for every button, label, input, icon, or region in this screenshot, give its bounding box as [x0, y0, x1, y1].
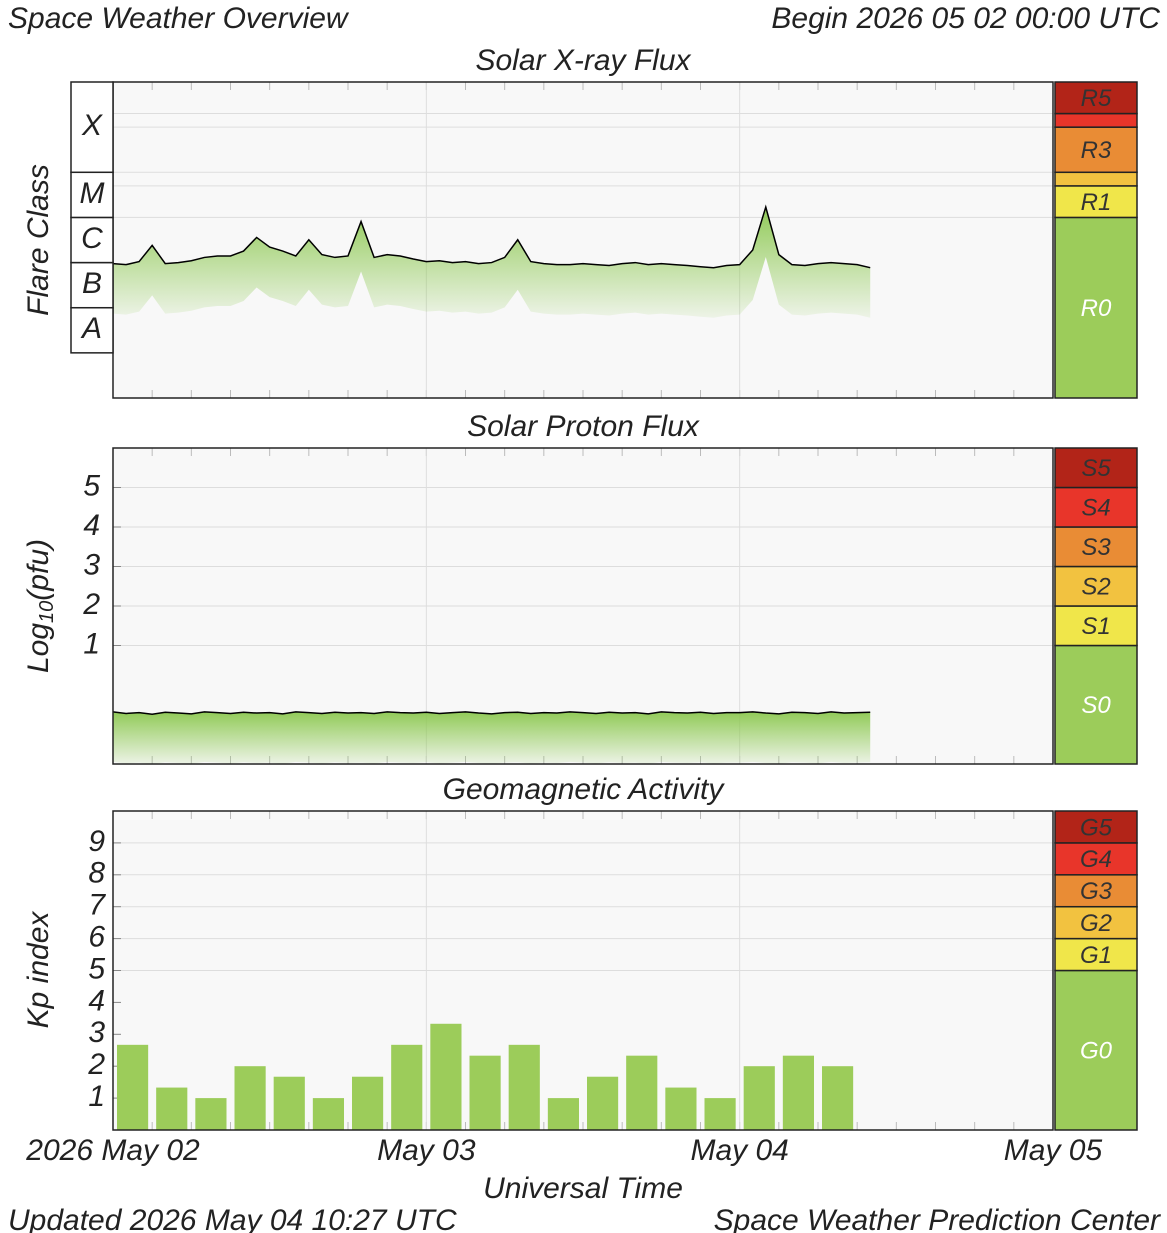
kp-bar	[587, 1076, 619, 1130]
chart-title: Geomagnetic Activity	[443, 773, 726, 806]
scale-label: R1	[1081, 189, 1112, 216]
y-tick-label: 8	[88, 857, 105, 890]
y-tick-label: 7	[88, 889, 106, 922]
flare-class-label: M	[80, 177, 105, 210]
scale-band	[1054, 874, 1138, 908]
kp-bar	[312, 1098, 344, 1130]
y-axis-title: Kp index	[22, 911, 55, 1029]
flare-class-label: A	[80, 312, 102, 345]
plot-frame	[112, 447, 1054, 765]
plot-background	[113, 82, 1053, 398]
flare-class-box	[70, 261, 114, 309]
kp-bar	[234, 1066, 266, 1130]
y-tick-label: 2	[82, 588, 100, 621]
flare-class-box	[70, 81, 114, 174]
x-tick-label: May 05	[1004, 1134, 1103, 1167]
y-tick-label: 3	[88, 1016, 105, 1049]
kp-bar	[547, 1098, 579, 1130]
kp-bar	[156, 1087, 188, 1130]
flare-class-label: C	[81, 222, 103, 255]
scale-label: G4	[1080, 846, 1112, 873]
scale-label: S1	[1081, 613, 1110, 640]
page-title: Space Weather Overview	[8, 2, 350, 35]
updated-time: Updated 2026 May 04 10:27 UTC	[8, 1204, 457, 1233]
scale-label: S5	[1081, 455, 1111, 482]
y-tick-label: 1	[83, 627, 100, 660]
kp-bar	[469, 1055, 501, 1130]
flare-class-box	[70, 306, 114, 354]
y-axis-title-text: Log	[22, 623, 55, 673]
flare-class-box	[70, 216, 114, 264]
kp-bar	[352, 1076, 384, 1130]
y-axis-title: Flare Class	[22, 164, 55, 316]
y-tick-label: 3	[83, 548, 100, 581]
x-tick-label: 2026 May 02	[25, 1134, 200, 1167]
kp-bar	[704, 1098, 736, 1130]
scale-band	[1054, 216, 1138, 399]
scale-band	[1054, 486, 1138, 528]
scale-band	[1054, 605, 1138, 647]
y-tick-label: 6	[88, 921, 105, 954]
chart-title: Solar X-ray Flux	[475, 44, 691, 77]
scale-label: S4	[1081, 495, 1110, 522]
kp-bar	[273, 1076, 305, 1130]
scale-label: G0	[1080, 1038, 1113, 1065]
kp-bar	[195, 1098, 227, 1130]
kp-bar	[430, 1023, 462, 1130]
scale-label: S0	[1081, 692, 1111, 719]
kp-bar	[508, 1044, 540, 1130]
scale-band	[1054, 447, 1138, 489]
y-tick-label: 5	[88, 952, 105, 985]
kp-bar	[391, 1044, 423, 1130]
flare-class-box	[70, 171, 114, 219]
kp-bar	[117, 1044, 149, 1130]
plot-frame	[112, 810, 1054, 1131]
x-tick-label: May 03	[377, 1134, 476, 1167]
scale-band	[1054, 969, 1138, 1131]
scale-label: S3	[1081, 534, 1111, 561]
scale-label: G1	[1080, 942, 1112, 969]
flare-class-label: X	[81, 109, 103, 142]
y-tick-label: 9	[88, 825, 105, 858]
y-tick-label: 4	[88, 984, 105, 1017]
scale-band	[1054, 644, 1138, 765]
y-axis-title: Log10(pfu)	[22, 539, 58, 673]
scale-band	[1054, 126, 1138, 174]
scale-label: G2	[1080, 910, 1112, 937]
scale-label: G3	[1080, 878, 1113, 905]
scale-label: R3	[1081, 137, 1112, 164]
y-axis-title-suffix: (pfu)	[22, 539, 55, 601]
kp-bar	[822, 1066, 854, 1130]
scale-band	[1054, 842, 1138, 876]
x-tick-label: May 04	[690, 1134, 788, 1167]
kp-bar	[626, 1055, 658, 1130]
y-tick-label: 4	[83, 509, 100, 542]
scale-label: R5	[1081, 85, 1112, 112]
flux-area	[113, 711, 871, 765]
y-axis-title-subscript: 10	[36, 601, 58, 623]
scale-label: R0	[1081, 295, 1112, 322]
scale-label: S2	[1081, 574, 1110, 601]
kp-bar	[782, 1055, 814, 1130]
flare-class-label: B	[82, 267, 102, 300]
chart-title: Solar Proton Flux	[467, 410, 700, 443]
kp-bar	[743, 1066, 775, 1130]
begin-time: Begin 2026 05 02 00:00 UTC	[771, 2, 1160, 35]
flux-area	[113, 207, 871, 318]
x-axis-title: Universal Time	[483, 1172, 683, 1205]
scale-band	[1054, 112, 1138, 128]
y-tick-label: 2	[87, 1048, 105, 1081]
scale-band	[1054, 171, 1138, 187]
scale-band	[1054, 81, 1138, 115]
y-tick-label: 5	[83, 469, 100, 502]
flux-line	[112, 204, 871, 269]
y-tick-label: 1	[88, 1080, 105, 1113]
kp-bar	[665, 1087, 697, 1130]
source: Space Weather Prediction Center	[714, 1204, 1161, 1233]
scale-band	[1054, 810, 1138, 844]
flux-line	[112, 711, 871, 715]
scale-label: G5	[1080, 814, 1113, 841]
